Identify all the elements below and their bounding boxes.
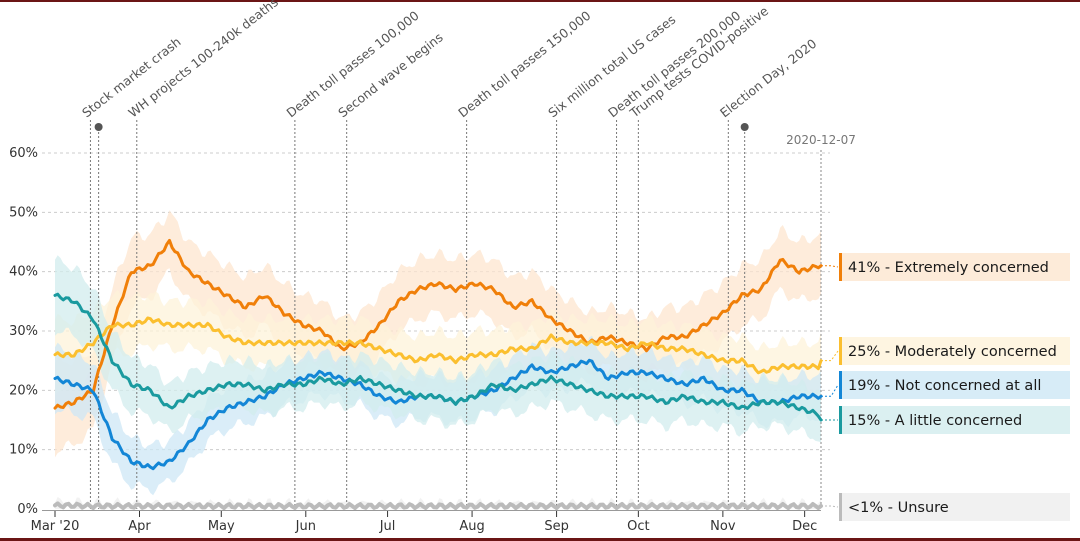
legend-box xyxy=(842,253,1070,281)
legend-connector xyxy=(821,505,839,508)
legend-color-swatch xyxy=(839,337,842,365)
x-tick-label: Mar '20 xyxy=(31,519,80,534)
x-tick-label: Dec xyxy=(792,519,817,534)
legend-color-swatch xyxy=(839,371,842,399)
legend-box xyxy=(842,371,1070,399)
x-tick-label: Oct xyxy=(627,519,649,534)
legend-label: 25% - Moderately concerned xyxy=(848,344,1057,360)
end-date-label: 2020-12-07 xyxy=(786,133,856,147)
event-label: Trump tests COVID-positive xyxy=(626,3,771,121)
legend-label: 15% - A little concerned xyxy=(848,413,1022,429)
legend-color-swatch xyxy=(839,493,842,521)
legend-connector xyxy=(821,384,839,397)
x-tick-label: Apr xyxy=(128,519,151,534)
x-tick-label: Aug xyxy=(459,519,484,534)
y-tick-label: 0% xyxy=(17,502,38,517)
legend-label: <1% - Unsure xyxy=(848,500,949,516)
y-tick-label: 40% xyxy=(9,265,38,280)
frame-top-border xyxy=(0,0,1080,2)
legend-label: 41% - Extremely concerned xyxy=(848,260,1049,276)
band-moderately-concerned xyxy=(55,289,821,401)
y-tick-label: 30% xyxy=(9,324,38,339)
event-dot-icon xyxy=(740,123,749,131)
series-line-a-little-concerned xyxy=(53,292,823,422)
legend: 41% - Extremely concerned 25% - Moderatel… xyxy=(821,253,1070,521)
y-tick-label: 60% xyxy=(9,146,38,161)
legend-color-swatch xyxy=(839,406,842,434)
legend-box xyxy=(842,493,1070,521)
legend-box xyxy=(842,337,1070,365)
y-axis: 0% 10% 20% 30% 40% 50% 60% xyxy=(9,146,38,517)
x-tick-label: May xyxy=(208,519,235,534)
x-tick-label: Nov xyxy=(710,519,736,534)
x-tick-label: Sep xyxy=(544,519,569,534)
y-tick-label: 20% xyxy=(9,383,38,398)
frame-bottom-border xyxy=(0,538,1080,541)
legend-connector xyxy=(821,350,839,362)
event-dot-icon xyxy=(94,123,103,131)
event-label: Election Day, 2020 xyxy=(717,36,819,121)
series-line-moderately-concerned xyxy=(53,316,823,375)
confidence-bands xyxy=(55,210,821,512)
legend-color-swatch xyxy=(839,253,842,281)
series-lines xyxy=(53,238,823,511)
legend-box xyxy=(842,406,1070,434)
y-tick-label: 10% xyxy=(9,443,38,458)
legend-label: 19% - Not concerned at all xyxy=(848,378,1041,394)
x-tick-label: Jun xyxy=(295,519,316,534)
series-line-extremely-concerned xyxy=(53,238,823,410)
y-tick-label: 50% xyxy=(9,205,38,220)
x-tick-label: Jul xyxy=(379,519,396,534)
legend-connector xyxy=(821,265,839,268)
x-axis: Mar '20 Apr May Jun Jul Aug Sep Oct Nov Dec xyxy=(31,510,821,534)
series-line-unsure xyxy=(53,501,823,511)
